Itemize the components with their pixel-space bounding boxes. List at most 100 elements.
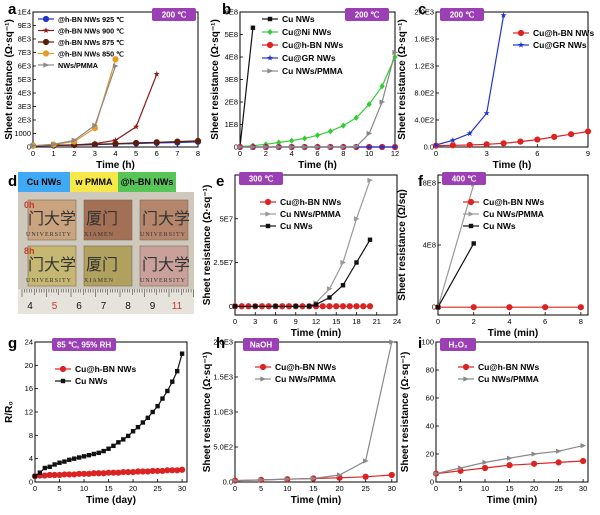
panel-label-b: b <box>222 1 231 18</box>
x-tick-label: 12 <box>312 317 320 326</box>
series-3 <box>29 56 119 149</box>
legend-entry: Cu NWs <box>483 221 516 231</box>
x-tick-label: 0 <box>233 484 237 493</box>
x-tick-label: 6 <box>535 149 539 158</box>
y-tick-label: 16 <box>25 384 33 393</box>
panel-label-h: h <box>216 335 225 352</box>
chart-e: 0 3 6 9 12 15 18 21 24 0 2.5E7 5E7 Time (min) Sheet r… <box>202 172 401 339</box>
condition-badge <box>440 338 476 351</box>
data-point <box>51 141 57 147</box>
plot-frame <box>435 341 589 483</box>
y-tick-label: 4E3 <box>18 89 31 98</box>
data-point <box>111 443 116 449</box>
legend-marker <box>462 363 470 371</box>
data-point <box>336 472 343 478</box>
x-tick-label: 9 <box>294 317 298 326</box>
x-tick-label: 5 <box>57 484 61 493</box>
x-tick-label: 15 <box>104 484 112 493</box>
x-tick-label: 5 <box>134 149 138 158</box>
y-tick-label: 5E8 <box>225 30 238 39</box>
x-axis-label: Time (min) <box>488 328 538 339</box>
time-label: 0h <box>24 200 35 210</box>
data-point <box>346 303 353 310</box>
series-line <box>437 243 475 308</box>
x-tick-label: 3 <box>93 149 97 158</box>
legend-entry: Cu NWs/PMMA <box>282 66 343 76</box>
legend-entry: Cu NWs/PMMA <box>275 374 336 384</box>
x-tick-label: 12 <box>391 149 399 158</box>
data-point <box>327 128 334 135</box>
x-tick-label: 3 <box>485 149 489 158</box>
y-tick-label: 1.6E3 <box>414 35 434 44</box>
photo-header-cell <box>70 172 118 192</box>
data-point <box>481 464 489 472</box>
legend-entry: Cu NWs/PMMA <box>478 374 539 384</box>
photo-word: UNIVERSITY <box>26 278 72 284</box>
data-point <box>466 130 473 137</box>
condition-badge-text: 400 ℃ <box>452 175 477 184</box>
chart-h: 0 5 10 15 20 25 30 0.0 5.0E2 1.0E3 1.5E3 2.0E3 Time … <box>202 338 398 506</box>
data-point <box>301 135 308 142</box>
y-tick-label: 6E3 <box>18 62 31 71</box>
sample-tile <box>27 199 77 241</box>
chart-b: 0 2 4 6 8 10 12 0 1E8 2E8 3E8 4E8 5E8 6E8 Time (h) Shee… <box>210 8 399 172</box>
ruler-number: 8 <box>125 301 131 312</box>
data-point <box>135 424 141 430</box>
y-tick-label: 8 <box>29 431 33 440</box>
data-point <box>470 304 477 311</box>
legend-marker <box>267 16 273 22</box>
legend-marker <box>42 50 50 57</box>
condition-badge <box>345 8 389 21</box>
x-tick-label: 0 <box>233 317 237 326</box>
plot-frame <box>234 174 398 316</box>
y-tick-label: 8E8 <box>423 178 436 187</box>
data-point <box>449 142 456 149</box>
series-2 <box>435 241 476 310</box>
data-point <box>276 139 282 146</box>
y-axis-label: Sheet resistance (Ω·sq⁻¹) <box>4 19 15 140</box>
data-point <box>517 138 524 145</box>
x-tick-label: 2 <box>472 317 476 326</box>
y-tick-label: 6E8 <box>225 8 238 17</box>
y-tick-label: 0 <box>430 478 434 487</box>
legend-entry: @h-BN NWs 925 ℃ <box>58 15 124 24</box>
x-tick-label: 0 <box>31 149 35 158</box>
plot-frame <box>437 174 589 316</box>
legend-marker <box>267 54 273 61</box>
x-tick-label: 15 <box>505 484 513 493</box>
x-tick-label: 5 <box>458 484 462 493</box>
panel-label-a: a <box>8 1 17 18</box>
legend-marker <box>265 223 271 229</box>
condition-badge-text: 300 ℃ <box>249 175 274 184</box>
x-tick-label: 0 <box>238 149 242 158</box>
y-tick-label: 1.2E3 <box>414 62 434 71</box>
legend: Cu@h-BN NWs Cu NWs/PMMA Cu NWs <box>260 197 341 231</box>
data-point <box>327 144 334 150</box>
y-tick-label: 1E8 <box>225 120 238 129</box>
photo-panel-d: Cu NWs w PMMA @h-BN NWs0h门大学UNIVERSITY厦门XI… <box>18 172 194 314</box>
data-point <box>435 305 441 310</box>
x-tick-label: 20 <box>129 484 137 493</box>
y-tick-label: 3E3 <box>18 102 31 111</box>
data-point <box>112 140 119 147</box>
y-tick-label: 9E3 <box>18 21 31 30</box>
legend: Cu@h-BN NWs Cu NWs/PMMA <box>458 362 539 384</box>
x-axis-label: Time (h) <box>493 160 532 171</box>
x-tick-label: 0 <box>436 317 440 326</box>
x-axis-label: Time (day) <box>86 495 136 506</box>
series-2 <box>232 237 373 309</box>
x-tick-label: 8 <box>341 149 345 158</box>
data-point <box>366 130 373 137</box>
y-axis-label: Sheet resistance (Ω·sq⁻¹) <box>210 19 221 140</box>
series-0 <box>434 304 584 311</box>
data-point <box>57 460 62 465</box>
photo-hanzi: 门大学 <box>142 209 190 228</box>
series-4 <box>30 63 119 149</box>
y-tick-label: 2.5E7 <box>213 258 233 267</box>
data-point <box>313 302 319 307</box>
chart-a: 0 1 2 3 4 5 6 7 8 0 1000 2E3 3E3 4E3 5E3 6E3 7E3 8E3 9E3 1E… <box>4 8 202 171</box>
photo-word: UNIVERSITY <box>26 232 72 238</box>
data-point <box>112 56 119 63</box>
y-tick-label: 5E3 <box>18 75 31 84</box>
sample-tile <box>83 245 133 287</box>
